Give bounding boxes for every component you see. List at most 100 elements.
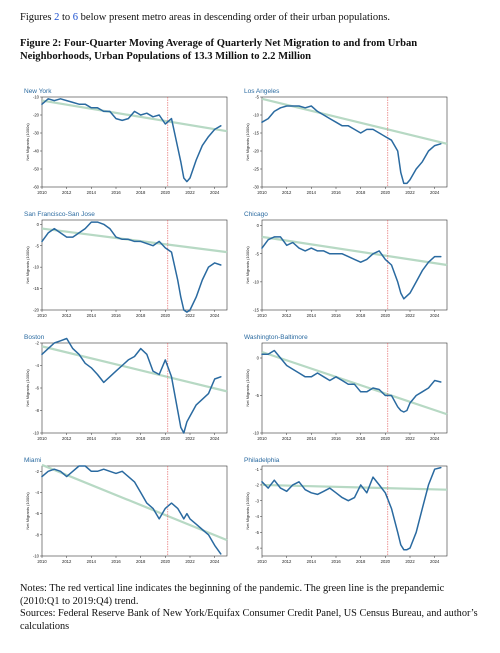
y-axis-label: Net Migrants (1000s) xyxy=(25,246,30,284)
trend-line xyxy=(41,345,228,393)
plot-frame xyxy=(261,219,448,311)
y-axis-label: Net Migrants (1000s) xyxy=(245,369,250,407)
x-tick-label: 2020 xyxy=(381,313,391,318)
series-line xyxy=(261,466,442,551)
y-tick-label: -25 xyxy=(253,167,260,172)
intro-before: Figures xyxy=(20,12,55,23)
series-line xyxy=(261,349,442,413)
y-tick-label: -6 xyxy=(255,546,259,551)
x-tick-label: 2014 xyxy=(87,313,97,318)
figure-2-link[interactable]: 2 xyxy=(54,12,60,23)
sources-line: Sources: Federal Reserve Bank of New Yor… xyxy=(20,608,478,632)
x-tick-label: 2022 xyxy=(185,559,195,564)
chart-panel: San Francisco-San Jose Net Migrants (1000… xyxy=(24,211,228,318)
x-tick-label: 2016 xyxy=(111,559,121,564)
y-tick-label: -2 xyxy=(255,483,259,488)
x-tick-label: 2024 xyxy=(210,559,220,564)
y-tick-label: -1 xyxy=(255,467,259,472)
y-tick-label: -20 xyxy=(253,149,260,154)
x-tick-label: 2018 xyxy=(136,190,146,195)
panel-title: Los Angeles xyxy=(244,88,280,95)
x-tick-label: 2010 xyxy=(257,190,267,195)
y-axis-label: Net Migrants (1000s) xyxy=(245,492,250,530)
y-axis-label: Net Migrants (1000s) xyxy=(25,369,30,407)
x-tick-label: 2022 xyxy=(405,313,415,318)
x-tick-label: 2014 xyxy=(307,313,317,318)
y-tick-label: -4 xyxy=(35,363,39,368)
y-tick-label: -4 xyxy=(255,514,259,519)
x-tick-label: 2018 xyxy=(136,313,146,318)
y-tick-label: -20 xyxy=(33,113,40,118)
x-tick-label: 2018 xyxy=(356,559,366,564)
chart-panel: Los Angeles Net Migrants (1000s) -5 -10 -15 -… xyxy=(244,88,448,195)
x-tick-label: 2012 xyxy=(282,559,292,564)
x-tick-label: 2024 xyxy=(210,436,220,441)
plot-frame xyxy=(41,96,228,188)
plot-frame xyxy=(261,465,448,557)
y-tick-label: -2 xyxy=(35,341,39,346)
x-tick-label: 2014 xyxy=(87,190,97,195)
x-tick-label: 2014 xyxy=(307,190,317,195)
series-line xyxy=(41,337,222,434)
x-tick-label: 2024 xyxy=(210,190,220,195)
y-tick-label: -2 xyxy=(35,469,39,474)
x-tick-label: 2012 xyxy=(62,436,72,441)
panel-title: Washington-Baltimore xyxy=(244,334,308,341)
x-tick-label: 2016 xyxy=(331,190,341,195)
chart-panel: Washington-Baltimore Net Migrants (1000s)… xyxy=(244,334,448,441)
y-tick-label: -15 xyxy=(253,131,260,136)
y-tick-label: -60 xyxy=(33,185,40,190)
y-tick-label: -40 xyxy=(33,149,40,154)
x-tick-label: 2024 xyxy=(430,190,440,195)
x-tick-label: 2022 xyxy=(405,559,415,564)
x-tick-label: 2010 xyxy=(37,559,47,564)
x-tick-label: 2020 xyxy=(161,436,171,441)
y-tick-label: -6 xyxy=(35,386,39,391)
y-tick-label: -10 xyxy=(33,95,40,100)
series-line xyxy=(41,98,222,183)
y-tick-label: -3 xyxy=(255,498,259,503)
x-tick-label: 2018 xyxy=(356,190,366,195)
series-line xyxy=(261,236,442,300)
x-tick-label: 2018 xyxy=(136,559,146,564)
x-tick-label: 2020 xyxy=(381,436,391,441)
x-tick-label: 2016 xyxy=(111,190,121,195)
y-tick-label: -6 xyxy=(35,511,39,516)
x-tick-label: 2012 xyxy=(62,559,72,564)
figure-6-link[interactable]: 6 xyxy=(72,12,79,23)
y-tick-label: -10 xyxy=(33,431,40,436)
x-tick-label: 2014 xyxy=(307,436,317,441)
figure-title: Figure 2: Four-Quarter Moving Average of… xyxy=(20,38,418,62)
series-line xyxy=(261,105,442,185)
panel-title: Miami xyxy=(24,457,41,464)
x-tick-label: 2018 xyxy=(136,436,146,441)
y-tick-label: -50 xyxy=(33,167,40,172)
y-tick-label: -10 xyxy=(33,265,40,270)
x-tick-label: 2022 xyxy=(185,436,195,441)
x-tick-label: 2014 xyxy=(87,436,97,441)
x-tick-label: 2012 xyxy=(62,313,72,318)
x-tick-label: 2016 xyxy=(331,559,341,564)
y-tick-label: -30 xyxy=(253,185,260,190)
panel-title: Boston xyxy=(24,334,45,341)
x-tick-label: 2020 xyxy=(161,559,171,564)
x-tick-label: 2016 xyxy=(111,436,121,441)
y-tick-label: 0 xyxy=(257,356,260,361)
x-tick-label: 2012 xyxy=(282,190,292,195)
x-tick-label: 2010 xyxy=(37,436,47,441)
x-tick-label: 2016 xyxy=(111,313,121,318)
x-tick-label: 2012 xyxy=(282,436,292,441)
x-tick-label: 2024 xyxy=(430,313,440,318)
series-line xyxy=(41,221,222,313)
x-tick-label: 2010 xyxy=(257,313,267,318)
y-axis-label: Net Migrants (1000s) xyxy=(245,246,250,284)
plot-frame xyxy=(41,465,228,557)
notes: Notes: The red vertical line indicates t… xyxy=(20,583,485,633)
x-tick-label: 2012 xyxy=(282,313,292,318)
y-tick-label: -15 xyxy=(33,286,40,291)
y-tick-label: -5 xyxy=(35,243,39,248)
intro-after: below present metro areas in descending … xyxy=(78,12,391,23)
x-tick-label: 2022 xyxy=(185,313,195,318)
y-tick-label: -4 xyxy=(35,490,39,495)
